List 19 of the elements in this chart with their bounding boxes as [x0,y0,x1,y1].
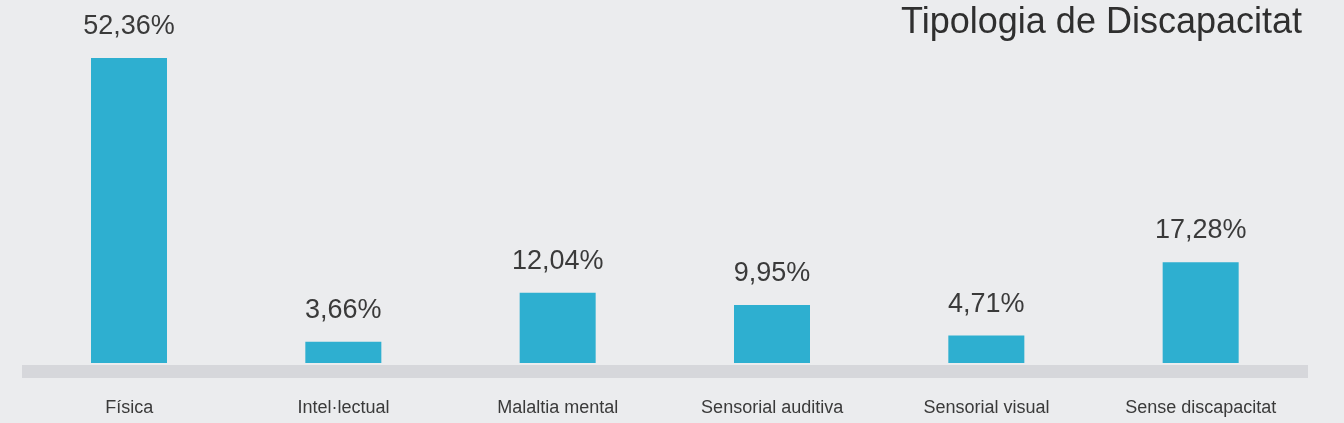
data-label: 12,04% [511,244,604,275]
data-label: 9,95% [733,257,811,288]
chart-title: Tipologia de Discapacitat [901,0,1302,43]
bar [734,305,810,363]
bar [91,58,167,363]
bar [1162,262,1239,363]
data-label: 17,28% [1154,214,1247,245]
x-tick-label: Sense discapacitat [1125,396,1277,417]
x-tick-label: Intel·lectual [297,396,390,417]
x-tick-label: Malaltia mental [497,396,619,417]
bar [305,341,382,363]
data-label: 52,36% [83,10,175,40]
data-label: 4,71% [948,287,1025,318]
x-tick-label: Sensorial visual [923,396,1050,417]
bar [519,292,596,363]
bar [948,335,1025,363]
x-tick-label: Física [105,396,155,417]
data-label: 3,66% [305,293,382,324]
x-tick-label: Sensorial auditiva [701,396,845,417]
